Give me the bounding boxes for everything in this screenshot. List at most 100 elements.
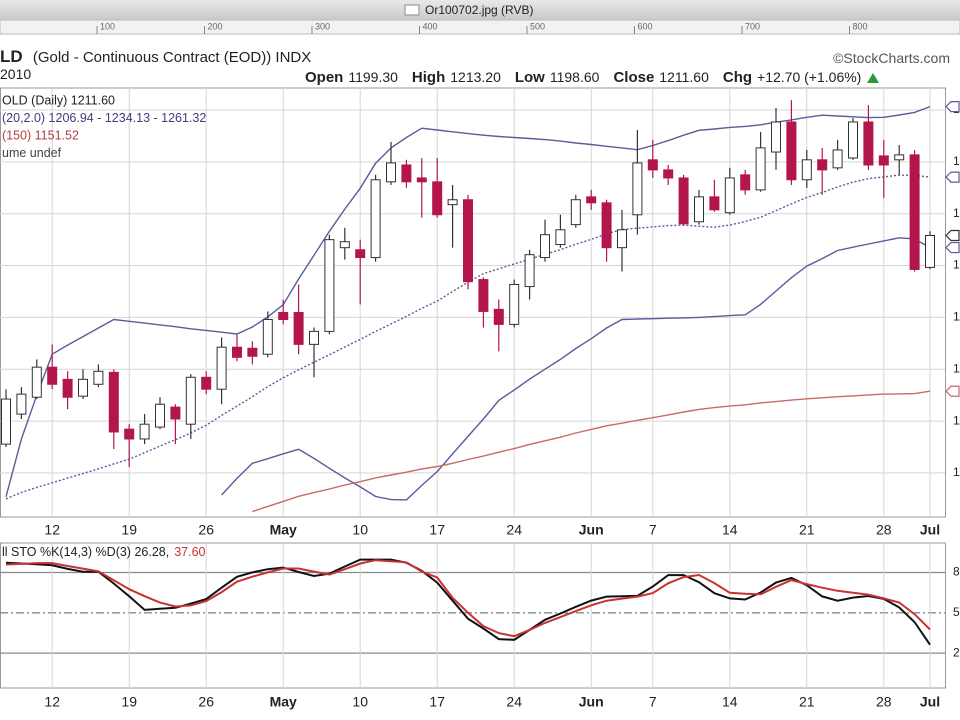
overlay-line	[221, 237, 931, 501]
x-tick-label: 7	[649, 694, 657, 710]
candle-down	[124, 428, 135, 440]
x-tick-label: 17	[429, 522, 445, 538]
candle-down	[62, 378, 73, 398]
x-tick-label: 21	[799, 522, 815, 538]
x-tick-label: May	[270, 522, 297, 538]
y-tick-label: 1180	[953, 310, 960, 324]
x-tick-label: 7	[649, 522, 657, 538]
quote-item: Low 1198.60	[515, 69, 600, 86]
candle-up	[1, 398, 11, 445]
title-row: LD (Gold - Continuous Contract (EOD)) IN…	[0, 47, 311, 67]
candle-down	[170, 406, 181, 420]
chart-title: (Gold - Continuous Contract (EOD)) INDX	[32, 49, 312, 66]
candle-down	[709, 196, 720, 211]
candle-up	[31, 366, 42, 398]
quote-item: Close 1211.60	[613, 69, 708, 86]
candle-down	[678, 177, 689, 225]
x-tick-label: 28	[876, 694, 892, 710]
y-tick-label: 1140	[953, 413, 960, 427]
candle-up	[185, 376, 196, 425]
x-tick-label: 10	[352, 694, 368, 710]
quote-row: Open 1199.30 High 1213.20 Low 1198.60 Close 121…	[305, 69, 880, 86]
ruler-label: 700	[745, 21, 760, 31]
y-tick-label: 50	[953, 605, 960, 619]
candle-up	[370, 179, 381, 259]
price-tag	[945, 241, 960, 254]
candle-up	[216, 346, 227, 390]
candle-down	[355, 249, 366, 259]
price-tag	[945, 385, 960, 397]
candle-up	[632, 162, 643, 216]
x-tick-label: Jun	[579, 694, 604, 710]
candle-down	[493, 308, 504, 325]
y-tick-label: 1200	[953, 258, 960, 272]
candle-up	[524, 254, 535, 288]
window-bar	[0, 0, 960, 20]
charts: 11201140116011801200122012401260121926Ma…	[0, 87, 960, 710]
ruler-label: 800	[853, 21, 868, 31]
candle-down	[817, 159, 828, 171]
quote-label: High	[411, 69, 446, 86]
candle-down	[432, 181, 443, 216]
y-tick-label: 80	[953, 565, 960, 579]
legend-entry: ll STO %K(14,3) %D(3) 26.28,	[2, 545, 169, 559]
legend-entry: ume undef	[2, 146, 62, 160]
candle-up	[894, 154, 905, 161]
y-tick-label: 1160	[953, 361, 960, 375]
candle-down	[863, 121, 874, 166]
candle-down	[878, 155, 889, 166]
candle-up	[848, 121, 858, 159]
legend-entry: 37.60	[174, 545, 205, 559]
symbol: LD	[0, 47, 23, 66]
candle-up	[386, 162, 396, 183]
quote-value: 1199.30	[348, 69, 398, 85]
quote-value: +12.70 (+1.06%)	[757, 69, 862, 85]
candle-down	[401, 164, 412, 183]
candle-up	[339, 241, 350, 249]
ruler-label: 500	[530, 21, 545, 31]
candle-up	[324, 239, 335, 332]
candle-down	[586, 196, 597, 204]
x-tick-label: 19	[121, 694, 137, 710]
y-tick-label: 1240	[953, 154, 960, 168]
candle-up	[832, 149, 843, 169]
candle-down	[247, 347, 258, 357]
y-tick-label: 20	[953, 645, 960, 659]
candle-up	[925, 234, 935, 268]
x-tick-label: 14	[722, 522, 738, 538]
quote-label: Open	[305, 69, 344, 86]
x-tick-label: 26	[198, 522, 214, 538]
ruler-label: 300	[315, 21, 330, 31]
candle-up	[755, 147, 766, 191]
price-tag	[945, 229, 960, 242]
quote-label: Low	[514, 69, 545, 86]
candle-up	[262, 318, 273, 355]
x-tick-label: 10	[352, 522, 368, 538]
quote-value: 1211.60	[659, 69, 709, 85]
candle-down	[663, 169, 674, 179]
candle-down	[293, 311, 304, 345]
quote-label: Chg	[722, 69, 753, 86]
y-tick-label: 1220	[953, 206, 960, 220]
quote-item: High 1213.20	[412, 69, 501, 86]
ruler-label: 200	[208, 21, 223, 31]
candle-down	[647, 159, 658, 171]
quote-label: Close	[613, 69, 655, 86]
candle-down	[108, 371, 119, 433]
candle-down	[463, 199, 473, 283]
x-tick-label: 14	[722, 694, 738, 710]
x-tick-label: 19	[121, 522, 137, 538]
x-tick-label: 17	[429, 694, 445, 710]
x-tick-label: 12	[44, 522, 60, 538]
x-tick-label: Jul	[920, 522, 940, 538]
x-tick-label: Jul	[920, 694, 940, 710]
x-tick-label: May	[270, 694, 297, 710]
ruler-label: 600	[638, 21, 653, 31]
candle-up	[309, 330, 319, 345]
candle-down	[601, 202, 612, 249]
up-arrow	[867, 72, 880, 83]
legend-entry: (150) 1151.52	[2, 128, 79, 142]
candle-down	[786, 121, 797, 181]
